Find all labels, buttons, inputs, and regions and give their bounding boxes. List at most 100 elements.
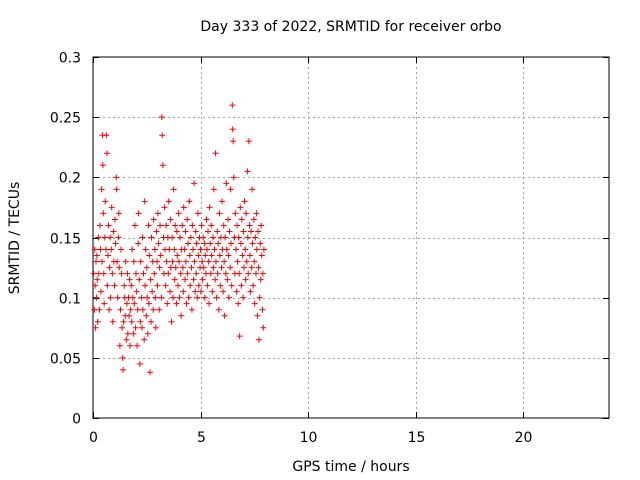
- data-point: [90, 270, 97, 277]
- data-point: [251, 300, 258, 307]
- data-point: [105, 252, 112, 259]
- data-point: [92, 282, 99, 289]
- data-point: [243, 258, 250, 265]
- data-point: [114, 294, 121, 301]
- data-point: [242, 276, 249, 283]
- data-point: [238, 282, 245, 289]
- data-point: [102, 198, 109, 205]
- y-tick-label: 0.05: [50, 352, 81, 368]
- data-point: [258, 222, 265, 229]
- data-point: [206, 300, 213, 307]
- data-point: [139, 306, 146, 313]
- data-point: [135, 210, 142, 217]
- data-point: [180, 204, 187, 211]
- data-point: [234, 258, 241, 265]
- y-tick-label: 0.2: [59, 171, 81, 187]
- data-point: [178, 312, 185, 319]
- data-point: [229, 126, 236, 133]
- data-point: [194, 294, 201, 301]
- data-point: [244, 234, 251, 241]
- data-point: [259, 270, 266, 277]
- data-point: [237, 204, 244, 211]
- axis-ticks: 0 5 10 15 20 0 0.05 0.1 0.15 0.2 0.25 0.3: [50, 51, 609, 446]
- data-point: [106, 264, 113, 271]
- y-tick-label: 0: [72, 412, 81, 428]
- data-point: [182, 258, 189, 265]
- data-point: [212, 258, 219, 265]
- data-point: [119, 324, 126, 331]
- data-point: [94, 276, 101, 283]
- data-point: [188, 306, 195, 313]
- data-point: [180, 288, 187, 295]
- data-point: [235, 234, 242, 241]
- data-point: [222, 234, 229, 241]
- data-point: [96, 306, 103, 313]
- data-point: [241, 198, 248, 205]
- data-point: [126, 312, 133, 319]
- data-point: [144, 294, 151, 301]
- data-point: [191, 180, 198, 187]
- data-point: [101, 234, 108, 241]
- data-point: [154, 282, 161, 289]
- data-point: [109, 318, 116, 325]
- data-point: [254, 312, 261, 319]
- data-point: [126, 342, 133, 349]
- data-point: [229, 102, 236, 109]
- data-point: [166, 288, 173, 295]
- data-point: [144, 330, 151, 337]
- data-point: [147, 276, 154, 283]
- data-point: [199, 258, 206, 265]
- data-point: [135, 240, 142, 247]
- data-point: [130, 330, 137, 337]
- data-point: [103, 150, 110, 157]
- data-point: [164, 300, 171, 307]
- data-point: [260, 324, 267, 331]
- data-point: [242, 246, 249, 253]
- data-point: [207, 240, 214, 247]
- data-point: [154, 258, 161, 265]
- data-point: [169, 234, 176, 241]
- data-point: [225, 294, 232, 301]
- data-point: [97, 246, 104, 253]
- data-point: [221, 258, 228, 265]
- data-point: [186, 252, 193, 259]
- data-point: [257, 240, 264, 247]
- data-point: [161, 204, 168, 211]
- data-point: [181, 246, 188, 253]
- data-point: [121, 282, 128, 289]
- data-point: [250, 216, 257, 223]
- data-points: [90, 102, 267, 376]
- data-point: [163, 258, 170, 265]
- data-point: [246, 252, 253, 259]
- data-point: [93, 294, 100, 301]
- data-point: [219, 198, 225, 205]
- x-tick-label: 15: [408, 430, 426, 446]
- data-point: [243, 210, 250, 217]
- data-point: [255, 264, 262, 271]
- data-point: [240, 264, 247, 271]
- data-point: [260, 246, 267, 253]
- data-point: [93, 258, 100, 265]
- data-point: [176, 258, 182, 265]
- data-point: [112, 240, 119, 247]
- data-point: [247, 288, 254, 295]
- data-point: [173, 300, 180, 307]
- data-point: [129, 294, 136, 301]
- data-point: [232, 246, 239, 253]
- data-point: [215, 306, 222, 313]
- data-point: [249, 186, 256, 193]
- data-point: [201, 294, 208, 301]
- data-point: [170, 186, 177, 193]
- data-point: [153, 228, 160, 235]
- data-point: [212, 150, 219, 157]
- data-point: [214, 228, 221, 235]
- data-point: [208, 222, 215, 229]
- data-point: [195, 282, 202, 289]
- data-point: [171, 246, 178, 253]
- data-point: [95, 234, 102, 241]
- data-point: [197, 246, 204, 253]
- data-point: [216, 210, 223, 217]
- data-point: [232, 210, 239, 217]
- data-point: [174, 252, 181, 259]
- data-point: [163, 222, 170, 229]
